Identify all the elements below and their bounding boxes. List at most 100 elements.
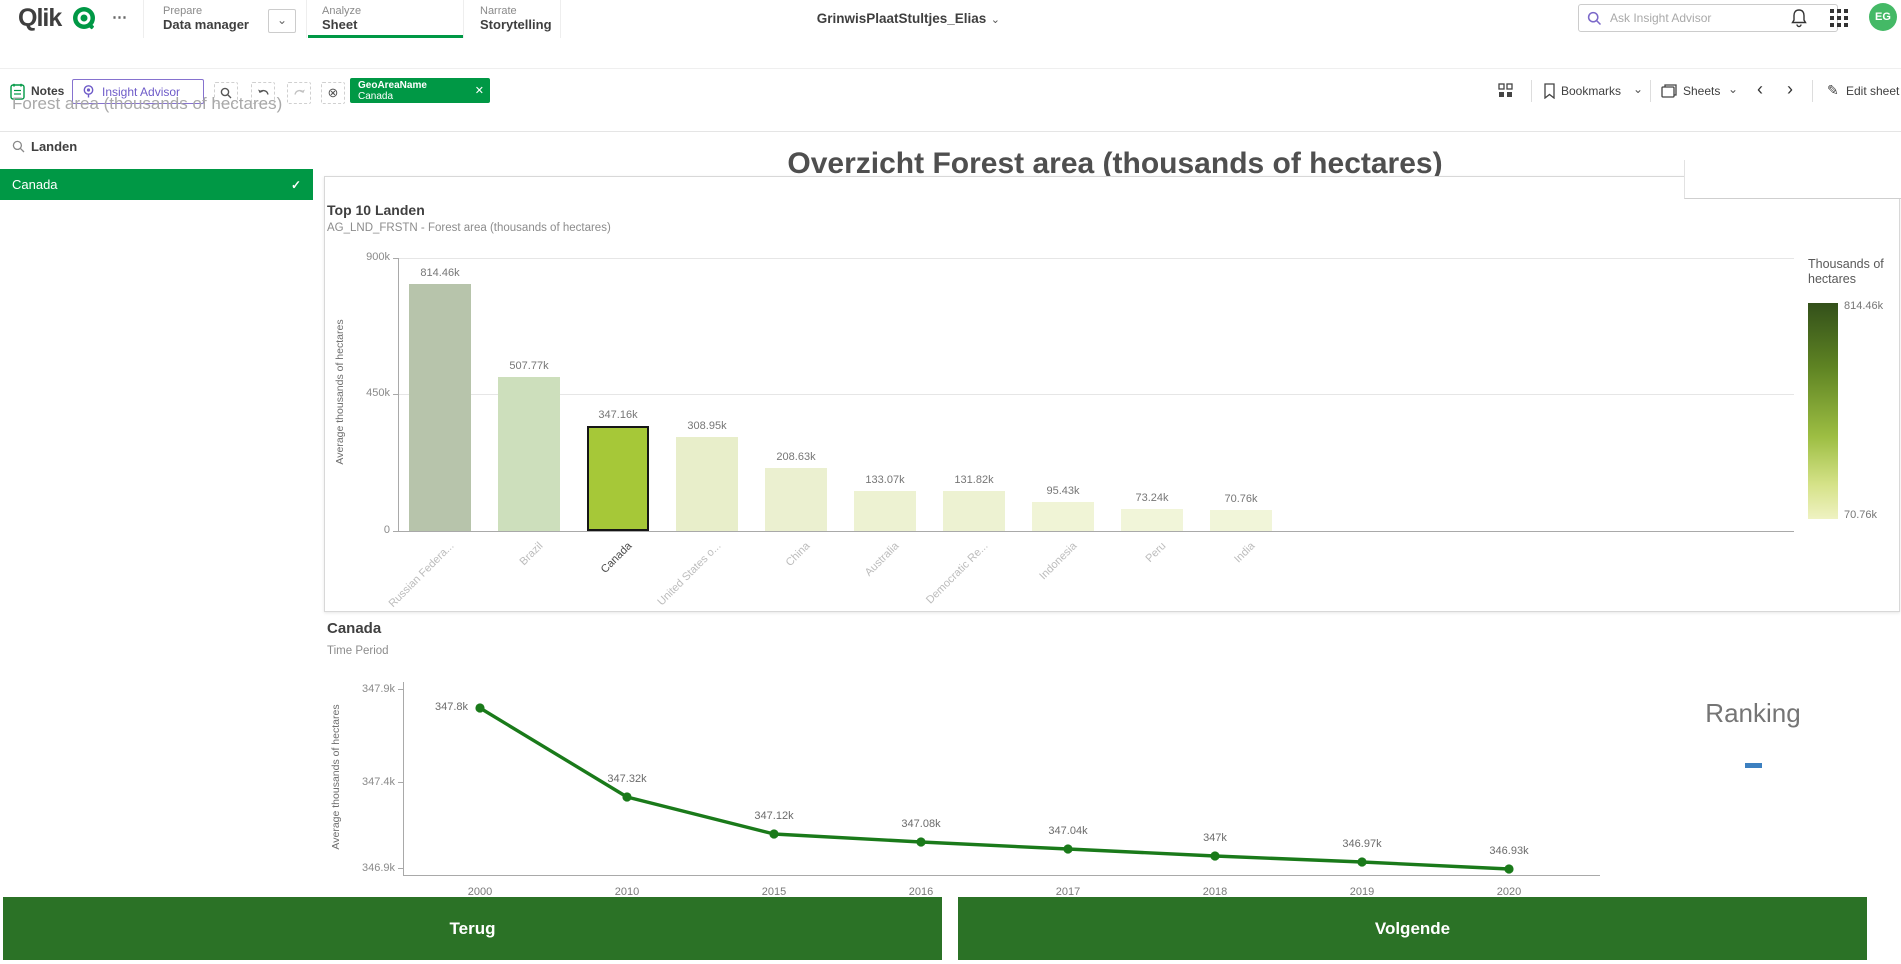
ask-insight-advisor-searchbox[interactable] xyxy=(1578,4,1838,32)
filter-pane-title[interactable]: Landen xyxy=(31,139,78,154)
bar-United States o...[interactable] xyxy=(676,437,738,531)
data-point-2016[interactable] xyxy=(916,837,926,847)
y-tick-label: 346.9k xyxy=(361,862,395,874)
data-point-2015[interactable] xyxy=(769,829,779,839)
app-title-menu[interactable]: GrinwisPlaatStultjes_Elias ⌄ xyxy=(760,10,1000,28)
active-tab-underline xyxy=(308,35,463,38)
tick xyxy=(398,868,403,869)
point-value-label: 346.93k xyxy=(1489,845,1529,857)
selection-chip-geoareaname[interactable]: GeoAreaName Canada ✕ xyxy=(350,78,490,103)
clear-selections-icon[interactable]: ⊗ xyxy=(321,82,345,104)
chevron-down-icon[interactable]: ⌄ xyxy=(1633,82,1644,96)
chevron-down-icon[interactable]: ⌄ xyxy=(1728,82,1739,96)
notes-button[interactable]: Notes xyxy=(31,84,65,98)
chip-close-icon[interactable]: ✕ xyxy=(474,85,484,97)
point-value-label: 347.12k xyxy=(754,810,794,822)
notifications-bell-icon[interactable] xyxy=(1789,7,1809,29)
bar-Peru[interactable] xyxy=(1121,509,1183,531)
line-chart-plot[interactable] xyxy=(400,675,1610,880)
bookmarks-button[interactable]: Bookmarks xyxy=(1561,84,1622,98)
x-tick-label: 2020 xyxy=(1496,886,1522,898)
gridline xyxy=(398,258,1794,259)
prepare-dropdown-button[interactable]: ⌄ xyxy=(268,9,296,33)
divider xyxy=(1812,80,1813,102)
sheet-toolbar: Notes Insight Advisor ⊗ GeoAreaName Cana… xyxy=(0,38,1901,104)
divider xyxy=(463,0,464,38)
divider xyxy=(306,0,307,38)
tick xyxy=(398,689,403,690)
point-value-label: 346.97k xyxy=(1342,838,1382,850)
y-tick-label: 347.9k xyxy=(361,683,395,695)
tick xyxy=(393,258,398,259)
bar-Russian Federa...[interactable] xyxy=(409,284,471,531)
bar-Indonesia[interactable] xyxy=(1032,502,1094,531)
data-point-2017[interactable] xyxy=(1063,844,1073,854)
insight-advisor-button[interactable]: Insight Advisor xyxy=(72,79,204,104)
bar-China[interactable] xyxy=(765,468,827,531)
nav-narrate[interactable]: Narrate Storytelling xyxy=(480,5,552,32)
y-tick-label: 900k xyxy=(366,251,390,263)
next-button-label: Volgende xyxy=(1374,918,1451,938)
data-point-2010[interactable] xyxy=(622,792,632,802)
ranking-widget-title: Ranking xyxy=(1705,698,1801,728)
legend-gradient[interactable] xyxy=(1808,303,1838,519)
x-tick-label: 2010 xyxy=(614,886,640,898)
app-launcher-grid-icon[interactable] xyxy=(1830,9,1848,27)
redo-selection-icon[interactable] xyxy=(287,82,311,104)
page-title: Forest area (thousands of hectares) xyxy=(12,94,283,113)
line-chart-title: Canada xyxy=(327,620,382,637)
sheet-layout-toggle-icon[interactable] xyxy=(1498,83,1516,99)
notes-icon xyxy=(10,83,25,100)
nav-item-label: Data manager xyxy=(163,17,249,32)
gridline xyxy=(398,394,1794,395)
selection-action-toolbar: ✕ ✓ xyxy=(1684,160,1901,199)
nav-prepare[interactable]: Prepare Data manager xyxy=(163,5,249,32)
bar-value-label: 347.16k xyxy=(598,409,638,421)
search-input[interactable] xyxy=(1608,10,1812,26)
ranking-legend-dash xyxy=(1745,763,1762,768)
point-value-label: 347.8k xyxy=(434,701,468,713)
app-title: GrinwisPlaatStultjes_Elias xyxy=(816,11,987,26)
bar-value-label: 208.63k xyxy=(776,451,816,463)
back-button[interactable]: Terug xyxy=(3,897,942,960)
data-point-2000[interactable] xyxy=(475,703,485,713)
legend-max-label: 814.46k xyxy=(1844,300,1884,312)
back-button-label: Terug xyxy=(449,918,496,938)
sheets-button[interactable]: Sheets xyxy=(1683,84,1721,98)
more-menu-button[interactable]: ⋯ xyxy=(112,9,128,26)
next-sheet-icon[interactable]: › xyxy=(1787,79,1793,99)
bar-Brazil[interactable] xyxy=(498,377,560,531)
bar-Australia[interactable] xyxy=(854,491,916,531)
chip-value: Canada xyxy=(358,91,394,102)
clear-glyph: ⊗ xyxy=(327,85,339,100)
data-point-2018[interactable] xyxy=(1210,851,1220,861)
tick xyxy=(398,782,403,783)
user-avatar[interactable]: EG xyxy=(1869,3,1897,31)
bar-chart-title: Top 10 Landen xyxy=(327,202,425,218)
qlik-logo[interactable]: Qlik xyxy=(18,4,62,32)
previous-sheet-icon[interactable]: ‹ xyxy=(1757,79,1763,99)
nav-item-label: Storytelling xyxy=(480,17,552,32)
search-icon xyxy=(1587,11,1602,26)
x-tick-label: 2016 xyxy=(908,886,934,898)
bar-Democratic Re...[interactable] xyxy=(943,491,1005,531)
bar-value-label: 131.82k xyxy=(954,474,994,486)
next-button[interactable]: Volgende xyxy=(958,897,1867,960)
trend-line xyxy=(478,706,1511,871)
data-point-2019[interactable] xyxy=(1357,857,1367,867)
search-icon[interactable] xyxy=(12,140,25,153)
smart-search-icon[interactable] xyxy=(214,82,238,104)
undo-selection-icon[interactable] xyxy=(251,82,275,104)
bar-Canada[interactable] xyxy=(587,426,649,531)
data-point-2020[interactable] xyxy=(1504,864,1514,874)
bar-India[interactable] xyxy=(1210,510,1272,531)
bar-value-label: 308.95k xyxy=(687,420,727,432)
nav-section-label: Prepare xyxy=(163,5,203,17)
top-bar: Qlik ⋯ Prepare Data manager ⌄ Analyze Sh… xyxy=(0,0,1901,39)
insight-advisor-label: Insight Advisor xyxy=(102,84,181,99)
nav-analyze[interactable]: Analyze Sheet xyxy=(322,5,361,32)
edit-sheet-button[interactable]: Edit sheet xyxy=(1846,84,1900,98)
line-chart-y-axis-title: Average thousands of hectares xyxy=(330,704,342,850)
filter-value-canada-selected[interactable]: Canada ✓ xyxy=(0,169,313,200)
